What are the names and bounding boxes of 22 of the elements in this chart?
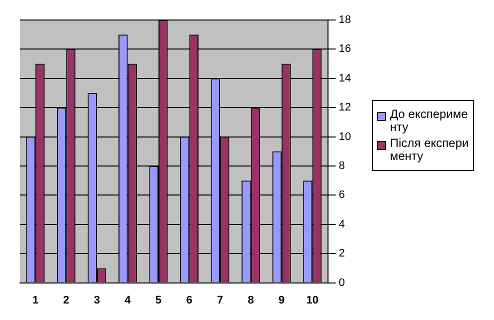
x-tick-label: 3 [94,294,100,306]
legend-label: Після експерименту [390,136,469,163]
x-tick-label: 4 [124,294,132,306]
x-tick-label: 7 [216,294,224,306]
x-tick-label: 8 [248,294,254,306]
y-tick-label: 8 [338,160,345,172]
x-tick-label: 1 [32,294,38,306]
y-tick-label: 16 [338,43,352,56]
y-tick-label: 10 [338,130,352,143]
y-tick-label: 4 [338,218,345,230]
y-tick-label: 12 [338,102,352,114]
x-tick-label: 5 [155,294,162,306]
y-tick-label: 6 [338,189,345,202]
x-tick-label: 9 [278,294,285,306]
x-tick-label: 10 [306,294,318,306]
x-tick-label: 2 [63,294,70,306]
y-tick-label: 18 [338,14,352,26]
y-tick-label: 0 [338,276,345,289]
y-tick-label: 14 [338,72,352,84]
legend-label: До експерименту [390,107,469,134]
y-tick-label: 2 [338,248,345,260]
x-tick-label: 6 [186,294,192,306]
